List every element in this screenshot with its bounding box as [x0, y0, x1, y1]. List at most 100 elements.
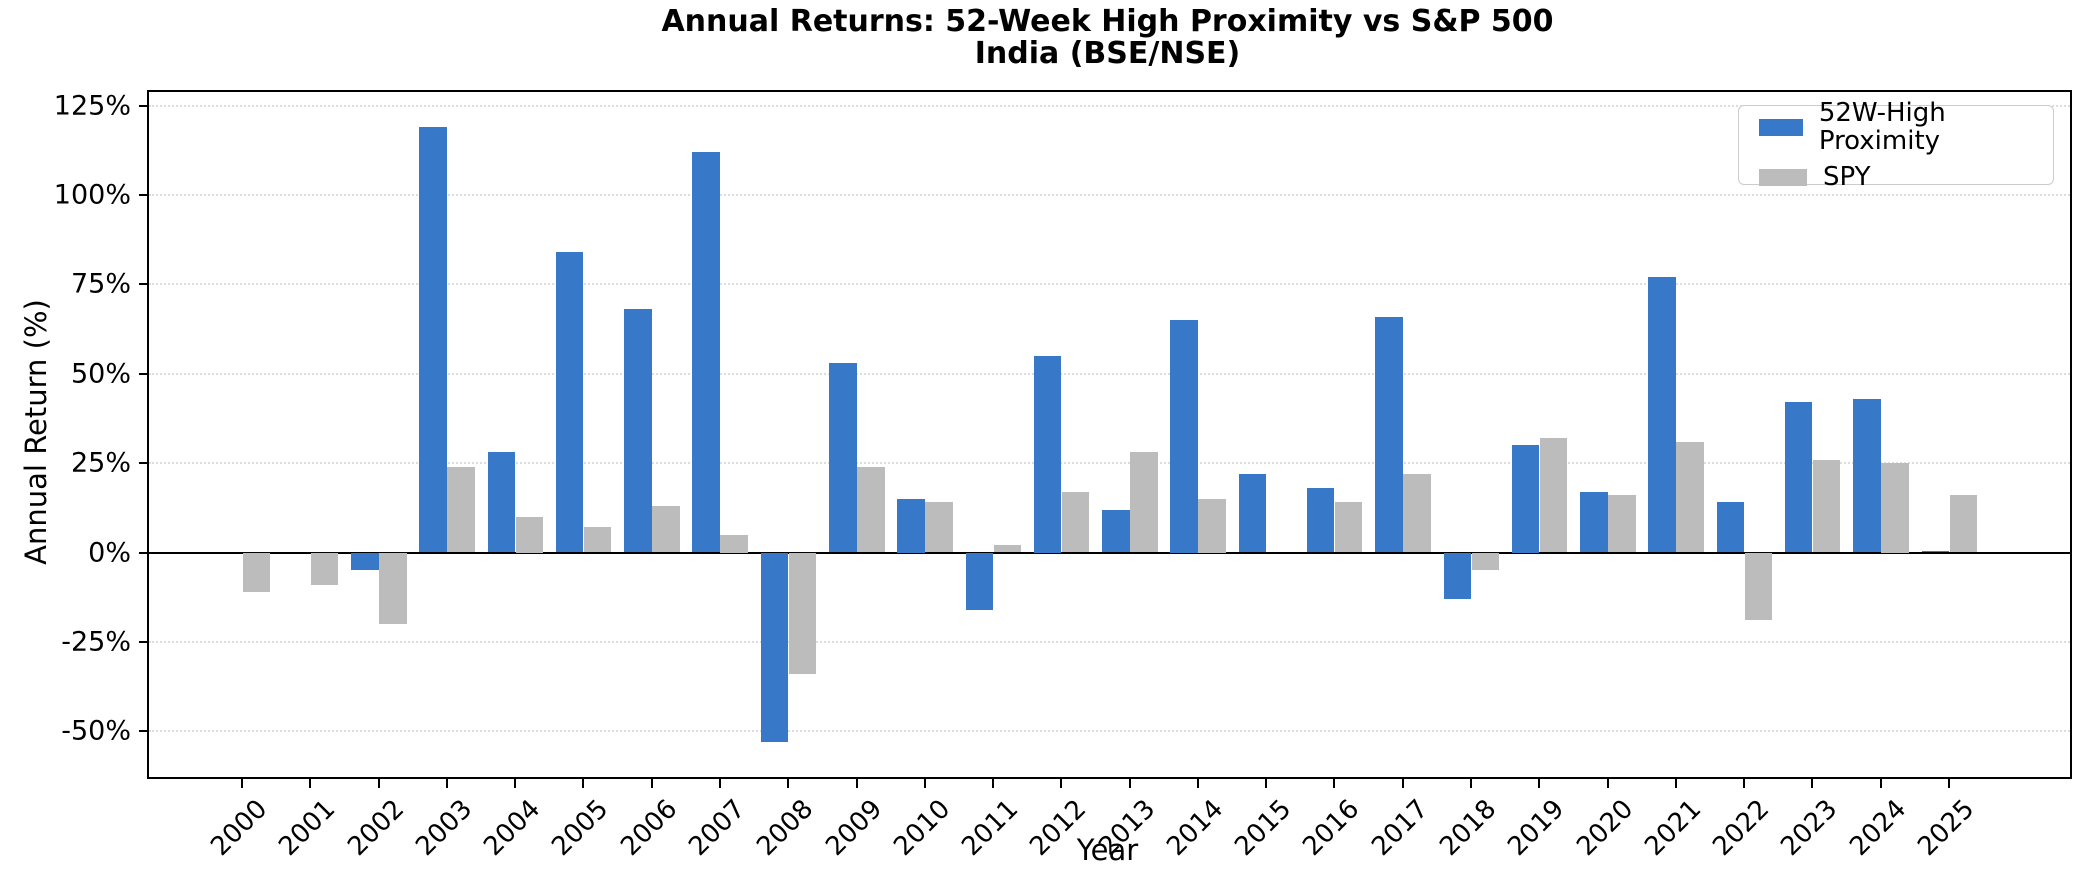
bar-52w-high-proximity-2020: [1580, 491, 1608, 553]
x-tick-mark-2002: [377, 779, 380, 788]
x-tick-mark-2020: [1606, 779, 1609, 788]
x-axis-label: Year: [1076, 833, 1139, 867]
y-tick-mark-100: [139, 194, 149, 196]
gridline--50: [149, 730, 2070, 733]
y-tick-label-75: 75%: [70, 268, 131, 300]
x-tick-mark-2014: [1196, 779, 1199, 788]
x-tick-mark-2018: [1470, 779, 1473, 788]
bar-spy-2017: [1403, 473, 1431, 553]
bar-spy-2012: [1061, 491, 1090, 553]
x-tick-mark-2016: [1333, 779, 1336, 788]
bar-spy-2023: [1812, 459, 1841, 553]
bar-52w-high-proximity-2017: [1375, 316, 1403, 553]
y-axis-label: Annual Return (%): [19, 299, 53, 565]
bar-spy-2019: [1539, 438, 1568, 553]
bar-52w-high-proximity-2003: [419, 127, 447, 553]
bar-spy-2020: [1608, 495, 1636, 553]
y-tick-label-0: 0%: [88, 537, 131, 568]
bar-spy-2000: [242, 552, 270, 592]
y-tick-label--25: -25%: [61, 626, 131, 658]
bar-spy-2007: [720, 534, 748, 553]
bar-spy-2014: [1198, 498, 1226, 553]
bar-52w-high-proximity-2009: [829, 363, 857, 553]
x-tick-mark-2023: [1811, 779, 1814, 788]
bar-spy-2013: [1130, 452, 1158, 553]
bar-spy-2021: [1676, 441, 1704, 553]
bar-52w-high-proximity-2014: [1170, 320, 1198, 553]
legend-item-spy: SPY: [1759, 163, 2053, 191]
legend-label-52w-high-proximity: 52W-High Proximity: [1818, 98, 1946, 156]
bar-spy-2001: [310, 552, 339, 585]
bar-52w-high-proximity-2024: [1853, 398, 1881, 553]
x-tick-mark-2021: [1674, 779, 1677, 788]
bar-52w-high-proximity-2002: [351, 552, 379, 571]
x-tick-mark-2012: [1060, 779, 1063, 788]
gridline--25: [149, 640, 2070, 643]
bar-52w-high-proximity-2008: [760, 552, 789, 742]
bar-52w-high-proximity-2015: [1238, 473, 1267, 553]
bar-52w-high-proximity-2005: [555, 252, 584, 553]
bar-spy-2008: [788, 552, 817, 675]
gridline-25: [149, 462, 2070, 465]
bar-spy-2002: [379, 552, 407, 624]
bar-spy-2025: [1949, 495, 1977, 553]
gridline-125: [149, 104, 2070, 107]
legend-swatch-spy: [1759, 168, 1807, 186]
bar-52w-high-proximity-2018: [1443, 552, 1472, 599]
y-tick-mark-125: [139, 104, 149, 107]
bar-52w-high-proximity-2021: [1648, 277, 1676, 553]
bar-52w-high-proximity-2016: [1306, 488, 1335, 553]
bar-52w-high-proximity-2025: [1921, 550, 1949, 553]
gridline-100: [149, 194, 2070, 196]
x-tick-mark-2013: [1128, 779, 1131, 788]
chart-title: Annual Returns: 52-Week High Proximity v…: [147, 6, 2068, 70]
bar-52w-high-proximity-2012: [1033, 355, 1062, 553]
gridline-75: [149, 283, 2070, 286]
x-tick-mark-2022: [1743, 779, 1746, 788]
bar-spy-2024: [1881, 463, 1909, 553]
zero-line: [149, 551, 2070, 554]
chart-title-line1: Annual Returns: 52-Week High Proximity v…: [661, 4, 1554, 39]
y-tick-mark-75: [139, 283, 149, 286]
bar-52w-high-proximity-2023: [1784, 402, 1813, 553]
y-tick-label-50: 50%: [70, 358, 131, 390]
bar-spy-2011: [993, 545, 1022, 553]
y-tick-mark-0: [139, 551, 149, 554]
x-tick-mark-2006: [650, 779, 653, 788]
y-tick-mark-50: [139, 372, 149, 375]
bar-52w-high-proximity-2011: [965, 552, 994, 610]
y-tick-label--50: -50%: [61, 715, 131, 747]
x-tick-mark-2017: [1401, 779, 1404, 788]
x-tick-mark-2011: [992, 779, 995, 788]
x-tick-mark-2019: [1538, 779, 1541, 788]
bar-spy-2009: [857, 466, 885, 553]
bar-52w-high-proximity-2019: [1511, 445, 1540, 553]
x-tick-mark-2004: [514, 779, 517, 788]
bar-52w-high-proximity-2004: [487, 452, 516, 553]
bar-spy-2004: [515, 516, 544, 553]
x-tick-mark-2010: [923, 779, 926, 788]
y-tick-mark--25: [139, 640, 149, 643]
bar-spy-2016: [1334, 502, 1363, 553]
bar-52w-high-proximity-2007: [692, 152, 720, 553]
bar-spy-2006: [652, 506, 680, 553]
bar-52w-high-proximity-2006: [624, 309, 652, 553]
gridline-50: [149, 372, 2070, 375]
legend-swatch-52w-high-proximity: [1759, 118, 1803, 136]
y-tick-mark--50: [139, 730, 149, 733]
x-tick-mark-2009: [855, 779, 858, 788]
x-tick-mark-2001: [309, 779, 312, 788]
x-tick-mark-2003: [445, 779, 448, 788]
x-tick-mark-2025: [1948, 779, 1950, 788]
x-tick-mark-2007: [718, 779, 721, 788]
y-tick-mark-25: [139, 462, 149, 465]
bar-spy-2003: [447, 466, 475, 553]
y-tick-label-25: 25%: [70, 447, 131, 479]
bar-spy-2022: [1744, 552, 1773, 621]
plot-area: 52W-High Proximity SPY 125% 100% 75% 50% 25%…: [54, 90, 2072, 862]
chart-title-line2: India (BSE/NSE): [974, 36, 1241, 71]
bar-52w-high-proximity-2022: [1716, 502, 1745, 553]
x-tick-mark-2008: [787, 779, 790, 788]
bar-52w-high-proximity-2010: [897, 498, 925, 553]
x-tick-mark-2015: [1265, 779, 1268, 788]
